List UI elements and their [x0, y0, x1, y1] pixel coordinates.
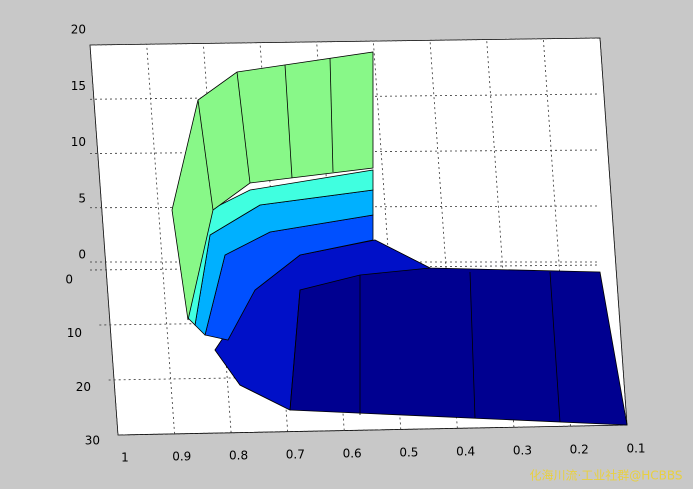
z-tick-label: 10 — [71, 135, 86, 149]
x-tick-label: 0.4 — [456, 445, 475, 459]
z-tick-label: 20 — [71, 23, 86, 37]
surface-edge — [284, 64, 293, 179]
x-tick-label: 0.3 — [513, 444, 532, 458]
surface-edge — [289, 289, 301, 411]
surface-band — [187, 169, 374, 326]
surface-edge — [329, 57, 334, 173]
y-tick-label: 20 — [76, 380, 91, 394]
surface-top — [171, 51, 374, 321]
x-tick-label: 1 — [121, 451, 129, 465]
surface-edge — [236, 71, 251, 184]
x-tick-label: 0.1 — [626, 442, 645, 456]
surface-edge — [197, 99, 214, 211]
x-tick-label: 0.6 — [343, 447, 362, 461]
z-tick-label: 0 — [78, 248, 86, 262]
x-tick-label: 0.7 — [286, 448, 305, 462]
surface-edge — [549, 271, 561, 423]
grid-line — [89, 44, 119, 436]
x-tick-label: 0.2 — [570, 443, 589, 457]
x-tick-label: 0.8 — [229, 449, 248, 463]
surface — [171, 51, 628, 426]
watermark: 化海川流·工业社群@HCBBS — [529, 468, 682, 483]
x-tick-label: 0.5 — [399, 446, 418, 460]
x-tick-label: 0.9 — [172, 450, 191, 464]
y-tick-label: 0 — [65, 273, 73, 287]
y-tick-label: 10 — [67, 326, 82, 340]
y-tick-label: 30 — [85, 434, 100, 448]
z-tick-label: 15 — [71, 79, 86, 93]
grid-line — [89, 37, 601, 46]
grid-line — [146, 44, 175, 434]
z-tick-label: 5 — [78, 191, 86, 205]
surface-edge — [469, 271, 476, 419]
